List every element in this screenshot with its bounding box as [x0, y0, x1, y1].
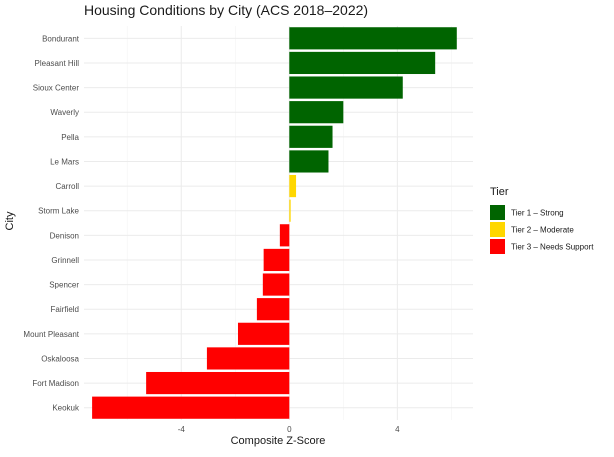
y-tick-label: Bondurant [42, 34, 80, 43]
x-axis-title: Composite Z-Score [231, 435, 326, 447]
legend-title: Tier [490, 186, 509, 198]
bar [206, 347, 290, 370]
y-tick-label: Spencer [49, 281, 79, 290]
bar [289, 125, 333, 148]
legend: Tier Tier 1 – Strong Tier 2 – Moderate Tie… [490, 186, 594, 254]
bar [289, 51, 436, 75]
legend-key [490, 205, 505, 220]
y-tick-label: Le Mars [50, 157, 79, 166]
bar [289, 76, 403, 99]
bar [263, 248, 290, 272]
bar [92, 396, 290, 419]
bars [92, 27, 457, 419]
legend-label: Tier 3 – Needs Support [511, 243, 594, 252]
legend-key [490, 222, 505, 237]
legend-label: Tier 1 – Strong [511, 209, 564, 218]
y-tick-label: Grinnell [51, 256, 79, 265]
bar [256, 298, 290, 321]
y-tick-label: Oskaloosa [41, 354, 79, 363]
bar [237, 322, 290, 345]
x-tick-label: 0 [287, 425, 292, 434]
y-tick-labels: Bondurant Pleasant Hill Sioux Center Waverl… [23, 34, 80, 412]
bar [289, 174, 297, 198]
y-tick-label: Keokuk [52, 404, 80, 413]
chart-title: Housing Conditions by City (ACS 2018–202… [84, 2, 368, 18]
y-tick-label: Fort Madison [32, 379, 79, 388]
bar [289, 27, 457, 50]
y-tick-label: Mount Pleasant [23, 330, 79, 339]
y-tick-label: Denison [50, 231, 79, 240]
x-tick-label: -4 [178, 425, 186, 434]
bar [279, 224, 290, 247]
legend-label: Tier 2 – Moderate [511, 226, 574, 235]
bar [262, 273, 290, 296]
y-tick-label: Pleasant Hill [35, 59, 80, 68]
bar [289, 199, 291, 222]
y-axis-title: City [4, 211, 16, 230]
bar [146, 371, 290, 395]
bar [289, 101, 344, 124]
y-tick-label: Sioux Center [33, 84, 80, 93]
y-tick-label: Waverly [50, 108, 79, 117]
y-tick-label: Carroll [55, 182, 79, 191]
bar [289, 150, 329, 173]
x-tick-labels: -4 0 4 [178, 425, 400, 434]
x-tick-label: 4 [395, 425, 400, 434]
legend-key [490, 239, 505, 254]
y-tick-label: Pella [61, 133, 79, 142]
y-tick-label: Storm Lake [38, 207, 79, 216]
y-tick-label: Fairfield [51, 305, 79, 314]
